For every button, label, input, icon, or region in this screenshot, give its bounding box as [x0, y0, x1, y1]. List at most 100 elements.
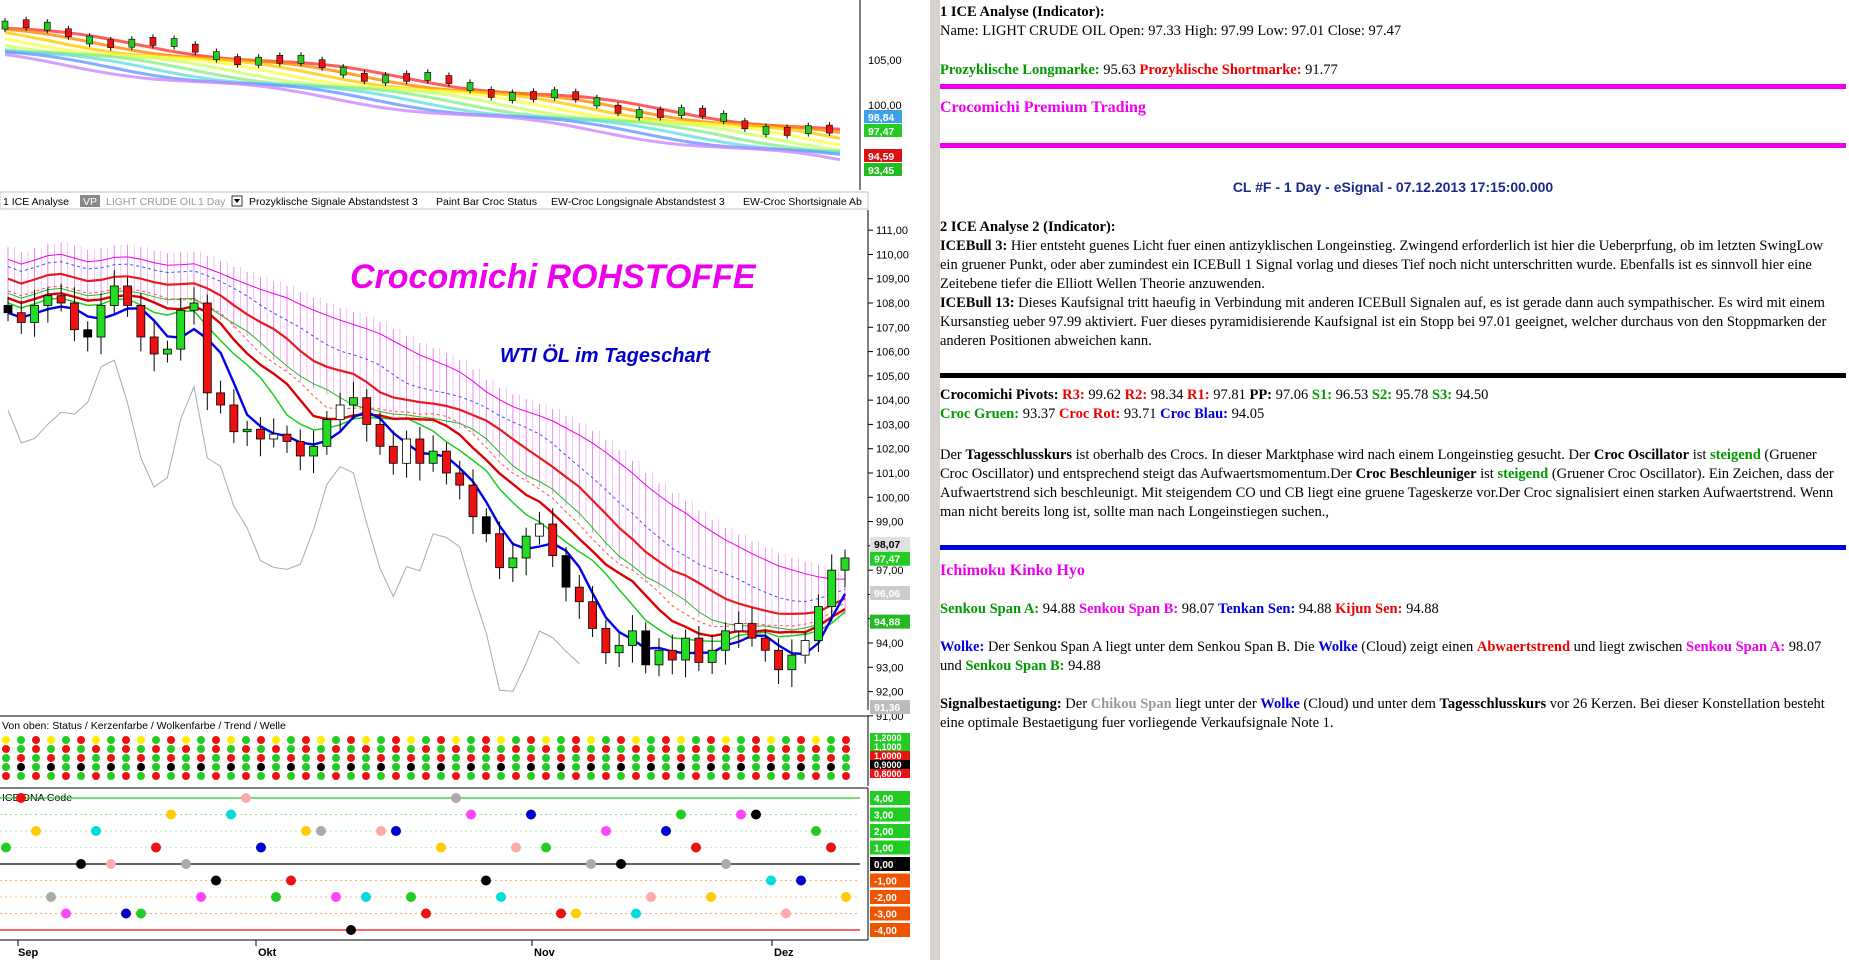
status-dot — [767, 745, 775, 753]
icebull13-text: Dieses Kaufsignal tritt haeufig in Verbi… — [940, 295, 1827, 349]
icebull3-label: ICEBull 3: — [940, 238, 1008, 254]
dna-tag-bg — [870, 824, 910, 838]
toolbar-item-7[interactable]: EW-Croc Shortsignale Ab — [743, 196, 862, 208]
dna-tag-bg — [870, 807, 910, 822]
status-dot — [302, 772, 310, 780]
status-dot — [47, 736, 55, 744]
status-dot — [212, 736, 220, 744]
status-dot — [167, 745, 175, 753]
status-dot — [407, 763, 415, 771]
candle-body — [508, 557, 518, 569]
top-candle-body — [699, 107, 706, 117]
dna-tag: 2,00 — [874, 827, 894, 838]
status-dot — [527, 736, 535, 744]
status-dot — [362, 763, 370, 771]
top-candle-body — [297, 54, 305, 64]
dna-dot — [571, 908, 581, 919]
status-dot — [272, 754, 280, 762]
wolke-t2: (Cloud) zeigt einen — [1357, 639, 1477, 655]
status-dot — [317, 745, 325, 753]
toolbar-item-1[interactable]: VP — [83, 196, 97, 208]
main-plot — [3, 242, 850, 692]
top-tag-3: 93,45 — [868, 165, 894, 177]
candle-body — [787, 654, 797, 671]
status-dot — [527, 763, 535, 771]
panel-splitter[interactable] — [930, 0, 940, 960]
chart-area[interactable]: 105,00 100,00 98,84 97,47 94,59 93,45 1 … — [0, 0, 930, 960]
toolbar-item-2[interactable]: LIGHT CRUDE OIL — [106, 196, 197, 208]
toolbar-item-6[interactable]: EW-Croc Longsignale Abstandstest 3 — [551, 196, 725, 208]
croc-blau-value: 94.05 — [1231, 406, 1265, 422]
dna-dot — [361, 892, 371, 902]
chart-svg[interactable]: 105,00 100,00 98,84 97,47 94,59 93,45 1 … — [0, 0, 930, 960]
dna-dot — [616, 859, 626, 869]
candle-body — [415, 438, 425, 464]
status-dot — [257, 754, 265, 762]
status-dot — [392, 745, 400, 753]
dna-dot — [526, 809, 536, 820]
status-dot — [2, 736, 10, 744]
top-candle-body — [107, 39, 114, 49]
status-dot — [707, 745, 715, 753]
dna-dot — [256, 842, 266, 853]
status-dot — [452, 772, 460, 780]
status-dot — [752, 763, 760, 771]
status-dot — [587, 754, 595, 762]
dna-dot — [301, 826, 311, 836]
status-dot — [17, 772, 25, 780]
status-dot — [632, 736, 640, 744]
pivots-block: Crocomichi Pivots: R3: 99.62 R2: 98.34 R… — [940, 386, 1840, 424]
dna-dot — [1, 842, 11, 853]
main-tick-label: 92,00 — [876, 687, 904, 699]
status-dot — [362, 745, 370, 753]
dna-dot — [331, 892, 341, 902]
status-dot — [362, 754, 370, 762]
status-dot — [92, 763, 100, 771]
indicator-toolbar[interactable]: 1 ICE Analyse VP LIGHT CRUDE OIL 1 Day P… — [0, 191, 869, 210]
dna-tag: 1,00 — [874, 844, 894, 855]
candle-body — [295, 441, 305, 457]
toolbar-item-4[interactable]: Prozyklische Signale Abstandstest 3 — [249, 196, 418, 208]
s2-value: 95.78 — [1395, 387, 1429, 403]
status-dot — [347, 736, 355, 744]
status-dot — [272, 736, 280, 744]
status-dot — [737, 763, 745, 771]
toolbar-item-0[interactable]: 1 ICE Analyse — [3, 196, 69, 208]
main-tick-label: 93,00 — [876, 662, 904, 674]
status-dot — [437, 763, 445, 771]
chart-overlay-subtitle: WTI ÖL im Tageschart — [500, 344, 711, 367]
status-dot — [497, 745, 505, 753]
status-dot — [497, 736, 505, 744]
candle-body — [601, 628, 611, 654]
status-dot — [332, 736, 340, 744]
candle-body — [628, 630, 637, 646]
main-price-tag-bg — [870, 700, 910, 715]
status-dot — [737, 736, 745, 744]
status-dot — [62, 736, 70, 744]
status-dot — [602, 763, 610, 771]
toolbar-item-3[interactable]: 1 Day — [198, 196, 226, 208]
chikou-span-line — [7, 359, 580, 692]
dna-dot — [706, 892, 716, 902]
candle-body — [707, 649, 717, 663]
pivots-label: Crocomichi Pivots: — [940, 387, 1059, 403]
status-dot — [167, 754, 175, 762]
status-dot — [647, 772, 655, 780]
status-dot — [467, 736, 475, 744]
status-dot — [122, 763, 130, 771]
status-dot — [422, 736, 430, 744]
status-dot — [317, 754, 325, 762]
top-candle-body — [403, 73, 410, 82]
candle-body — [721, 630, 730, 651]
toolbar-item-5[interactable]: Paint Bar Croc Status — [436, 196, 537, 208]
status-dot — [827, 772, 835, 780]
main-price-tag: 94,88 — [874, 617, 900, 629]
pp-label: PP: — [1249, 387, 1273, 403]
top-candle-body — [382, 74, 389, 84]
dna-dot — [391, 826, 401, 836]
dna-dot — [601, 826, 611, 836]
status-dot — [782, 772, 790, 780]
dna-tag-bg — [870, 791, 910, 805]
r3-label: R3: — [1062, 387, 1085, 403]
